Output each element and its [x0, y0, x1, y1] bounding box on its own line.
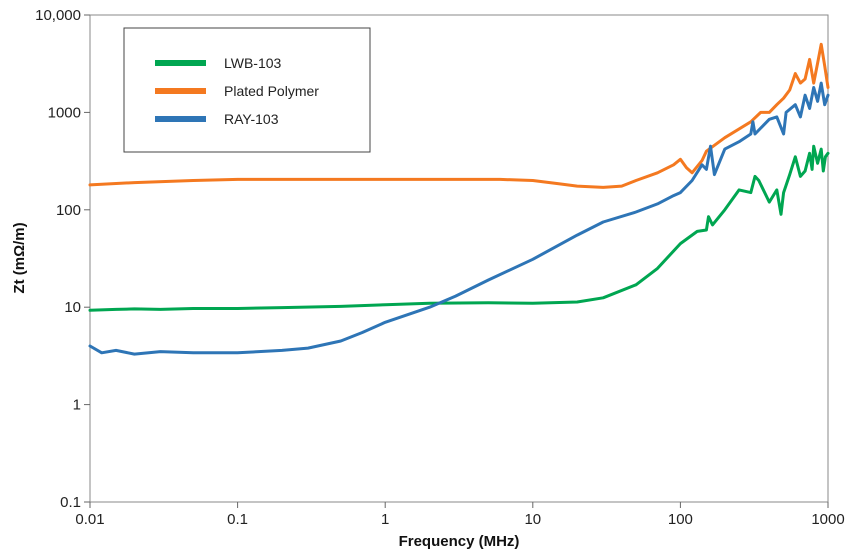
legend-label-ray-103: RAY-103 — [224, 111, 279, 127]
y-tick-label: 1 — [73, 397, 81, 414]
x-tick-label: 0.1 — [227, 511, 248, 528]
legend-label-lwb-103: LWB-103 — [224, 55, 282, 71]
y-tick-label: 10 — [64, 299, 81, 316]
x-tick-label: 1 — [381, 511, 389, 528]
legend: LWB-103 Plated Polymer RAY-103 — [123, 27, 371, 153]
series-line-ray-103 — [88, 81, 830, 356]
y-axis-title: Zt (mΩ/m) — [11, 222, 28, 293]
x-axis: 0.01 0.1 1 10 100 1000 — [75, 502, 845, 528]
x-tick-label: 0.01 — [75, 511, 104, 528]
series-line-lwb-103 — [88, 144, 830, 312]
series-line-plated-polymer — [88, 42, 830, 189]
x-tick-label: 100 — [668, 511, 693, 528]
y-tick-label: 10,000 — [35, 7, 81, 24]
series-layer — [88, 42, 830, 356]
x-axis-title: Frequency (MHz) — [399, 533, 520, 550]
x-tick-label: 1000 — [811, 511, 844, 528]
legend-label-plated-polymer: Plated Polymer — [224, 83, 319, 99]
plot-area-frame — [89, 14, 829, 503]
y-axis: 0.1 1 10 100 1000 10,000 — [35, 7, 90, 511]
x-tick-label: 10 — [524, 511, 541, 528]
y-tick-label: 1000 — [48, 104, 81, 121]
y-tick-label: 100 — [56, 202, 81, 219]
y-tick-label: 0.1 — [60, 494, 81, 511]
